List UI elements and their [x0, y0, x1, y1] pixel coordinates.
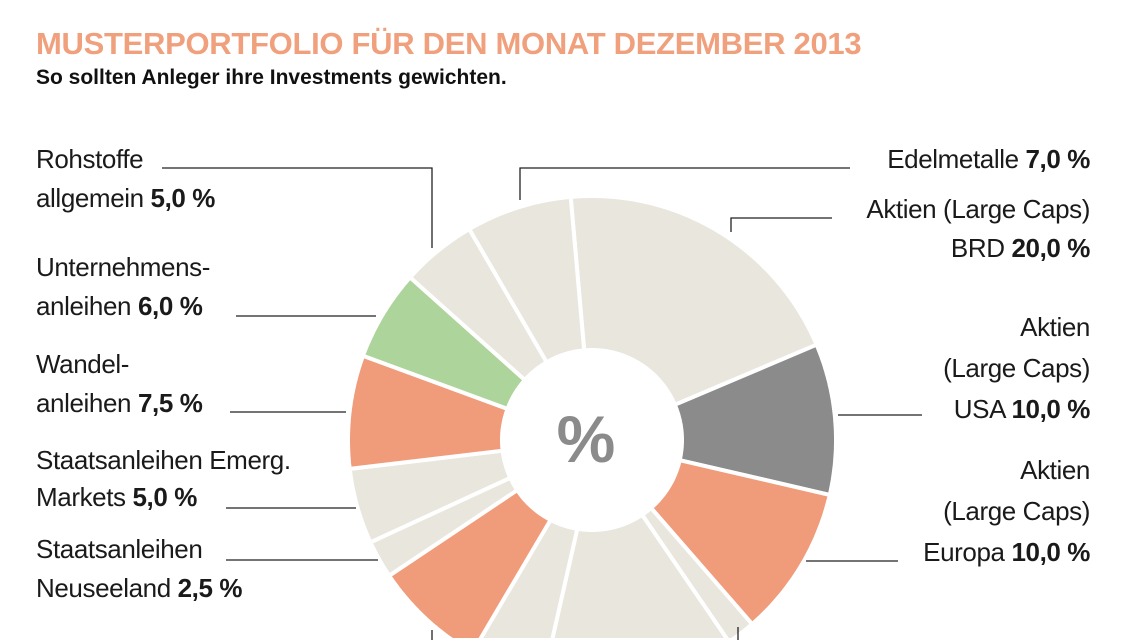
label-staatsanleihen-neuseeland: Staatsanleihen Neuseeland 2,5 %: [36, 534, 243, 603]
label-unternehmensanleihen: Unternehmens-anleihen 6,0 %: [36, 252, 210, 321]
label-aktien-brd: Aktien (Large Caps) BRD 20,0 %: [866, 194, 1090, 263]
chart-title: MUSTERPORTFOLIO FÜR DEN MONAT DEZEMBER 2…: [36, 26, 862, 61]
label-aktien-europa: Aktien (Large Caps) Europa 10,0 %: [923, 455, 1090, 567]
chart-subtitle: So sollten Anleger ihre Investments gewi…: [36, 66, 507, 89]
leader-line: [519, 167, 850, 200]
leader-lines: [162, 167, 922, 640]
label-aktien-usa: Aktien (Large Caps) USA 10,0 %: [943, 312, 1090, 424]
label-staatsanleihen-emerg: Staatsanleihen Emerg. Markets 5,0 %: [36, 445, 291, 512]
label-wandelanleihen: Wandel-anleihen 7,5 %: [36, 349, 203, 418]
label-rohstoffe: Rohstoffe allgemein 5,0 %: [36, 144, 216, 213]
center-label: %: [557, 402, 616, 476]
label-edelmetalle: Edelmetalle 7,0 %: [887, 144, 1090, 174]
leader-line: [730, 217, 832, 232]
slice-12: [467, 194, 587, 365]
leader-line: [162, 167, 433, 248]
